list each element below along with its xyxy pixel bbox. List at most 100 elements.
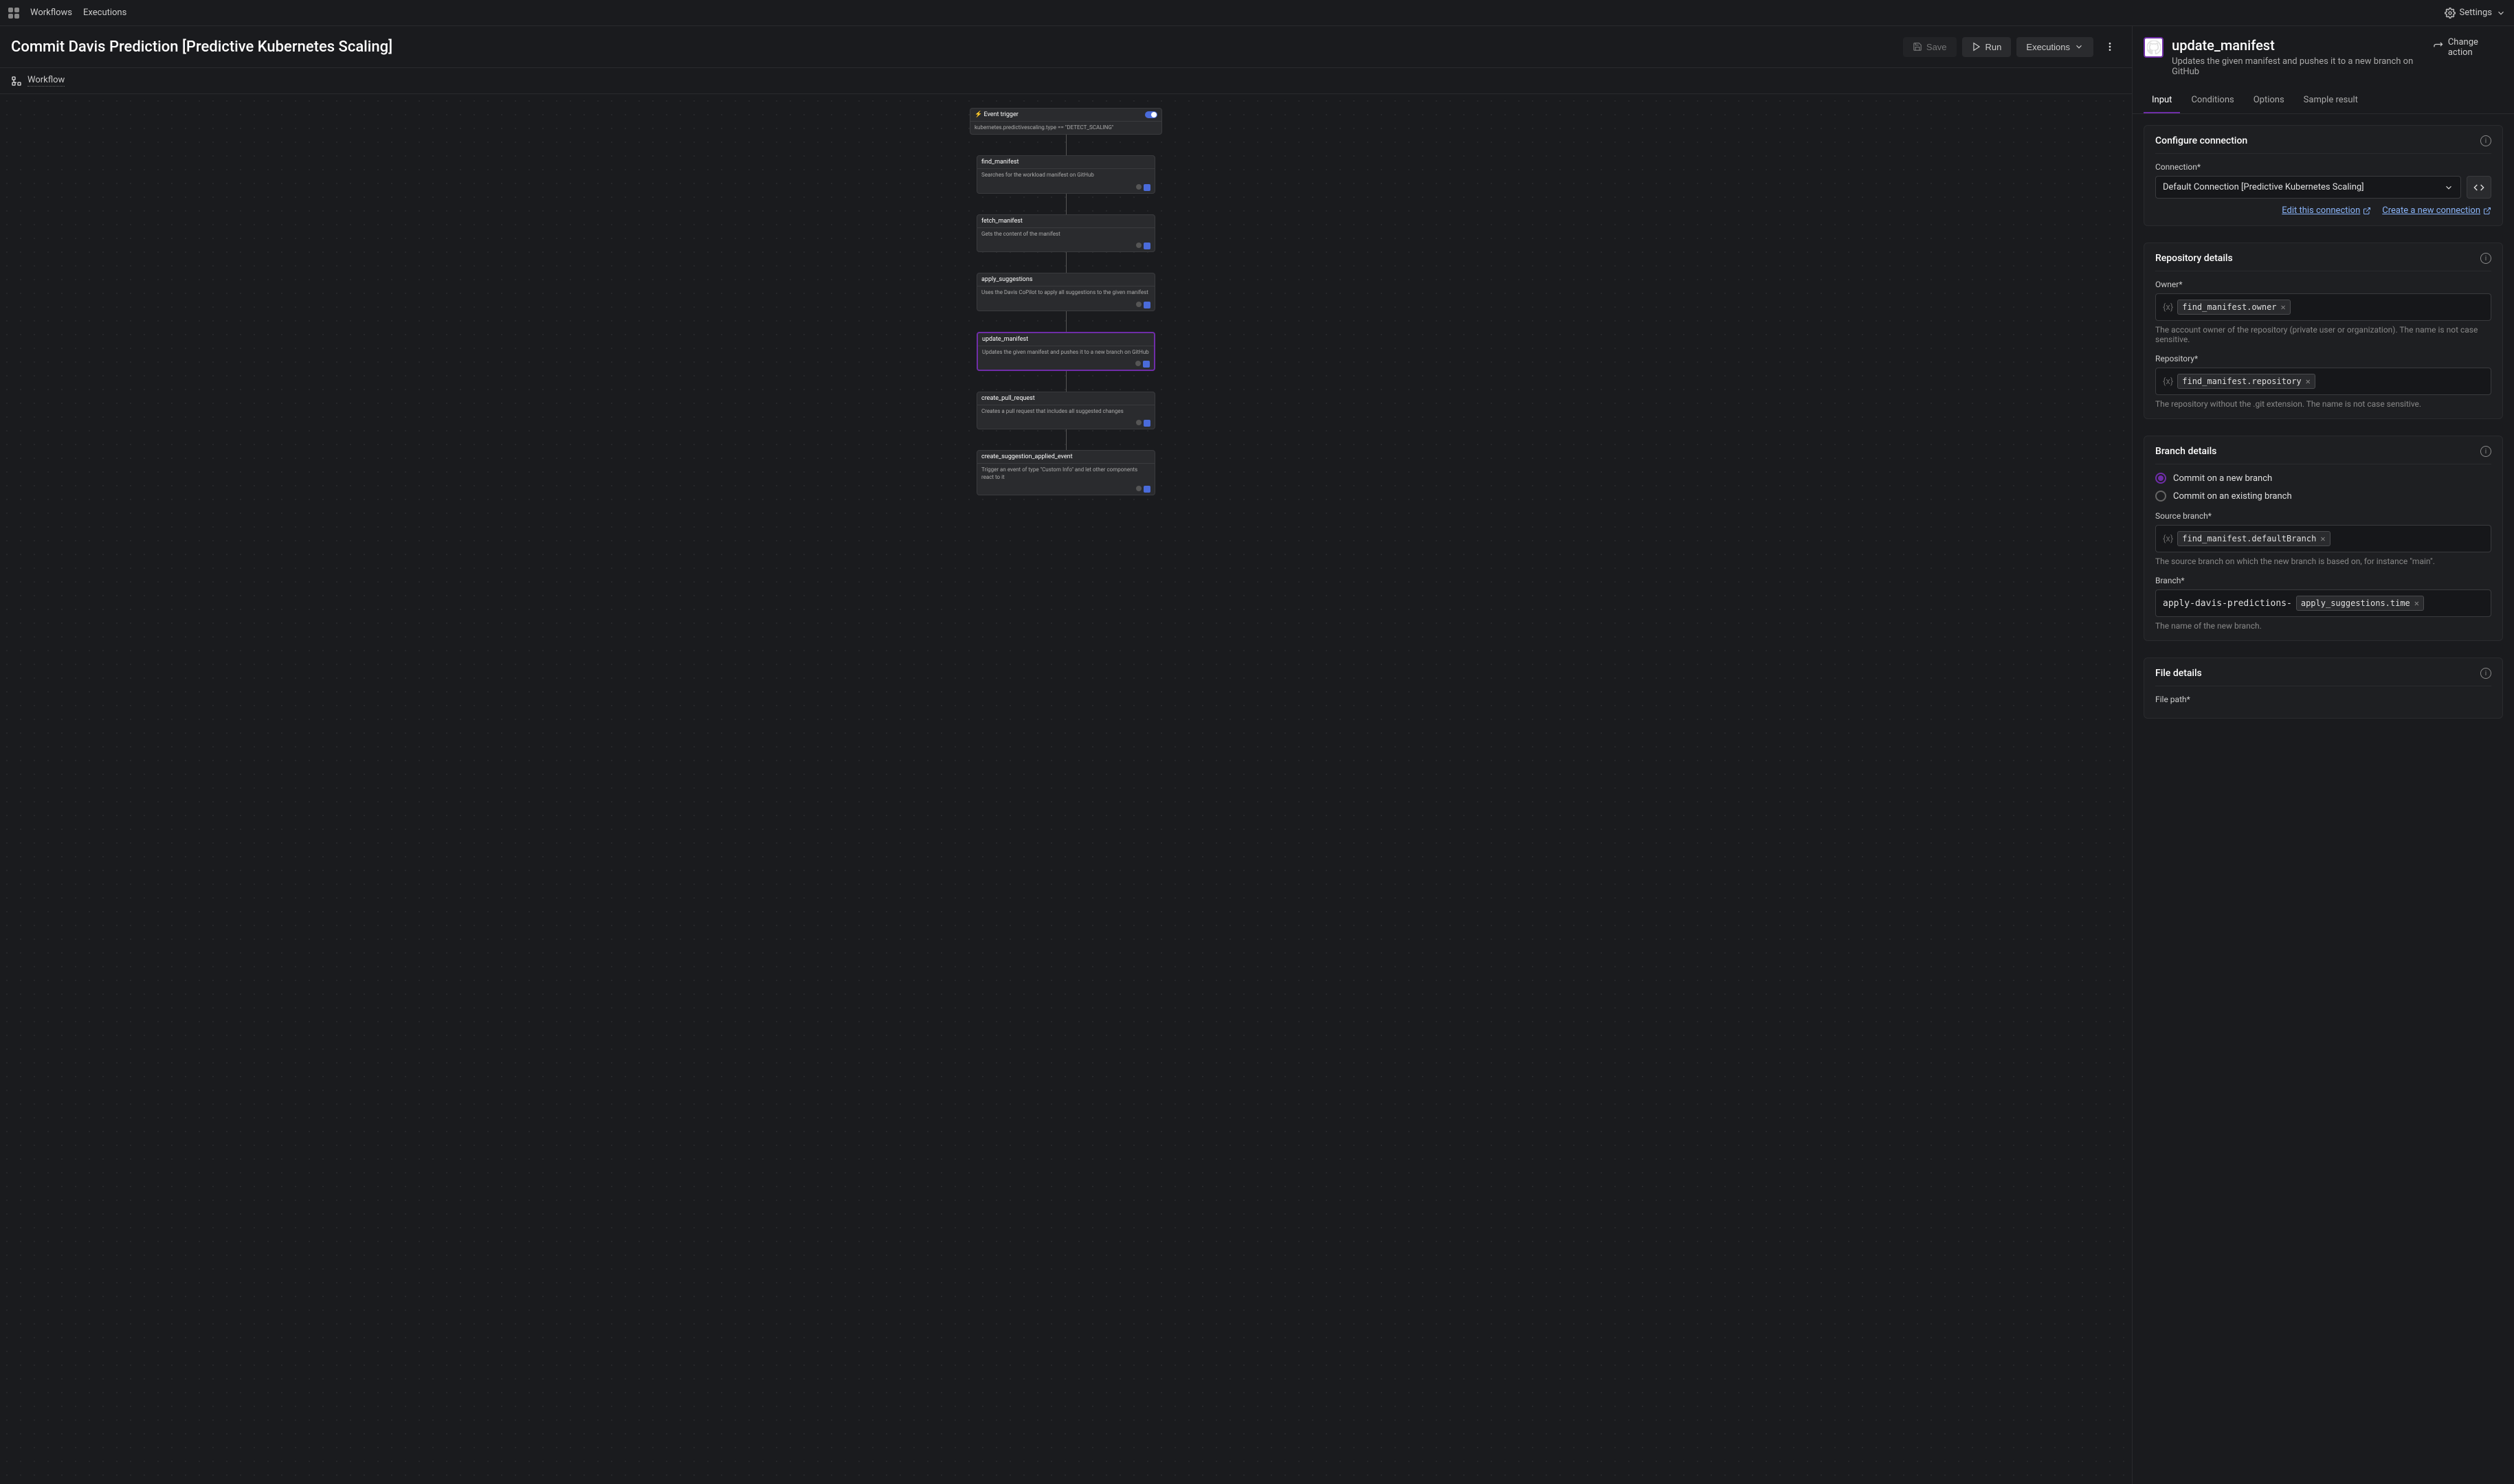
file-path-label: File path* xyxy=(2155,695,2491,704)
branch-prefix: apply-davis-predictions- xyxy=(2163,598,2292,609)
external-link-icon xyxy=(2483,207,2491,215)
tab-options[interactable]: Options xyxy=(2245,88,2293,113)
right-pane: update_manifest Updates the given manife… xyxy=(2133,26,2514,1484)
radio-new-label: Commit on a new branch xyxy=(2173,473,2272,484)
owner-input[interactable]: {x} find_manifest.owner✕ xyxy=(2155,293,2491,321)
tabs: Input Conditions Options Sample result xyxy=(2133,88,2514,114)
run-button[interactable]: Run xyxy=(1962,37,2012,57)
radio-icon xyxy=(2155,473,2166,484)
connection-select[interactable]: Default Connection [Predictive Kubernete… xyxy=(2155,176,2461,199)
chip-remove-icon[interactable]: ✕ xyxy=(2320,534,2325,543)
owner-label: Owner* xyxy=(2155,280,2491,289)
node-apply[interactable]: apply_suggestions Uses the Davis CoPilot… xyxy=(977,273,1155,311)
radio-existing-branch[interactable]: Commit on an existing branch xyxy=(2155,491,2491,502)
workflow-header: Commit Davis Prediction [Predictive Kube… xyxy=(0,26,2132,68)
tab-conditions[interactable]: Conditions xyxy=(2183,88,2242,113)
edit-connection-link[interactable]: Edit this connection xyxy=(2282,205,2371,216)
repo-input[interactable]: {x} find_manifest.repository✕ xyxy=(2155,368,2491,395)
detail-title: update_manifest xyxy=(2172,37,2433,54)
canvas[interactable]: ⚡ Event trigger kubernetes.predictivesca… xyxy=(0,94,2132,1484)
trigger-toggle[interactable] xyxy=(1145,111,1157,118)
branch-name-input[interactable]: apply-davis-predictions- apply_suggestio… xyxy=(2155,589,2491,617)
chip-remove-icon[interactable]: ✕ xyxy=(2281,302,2286,312)
run-label: Run xyxy=(1985,42,2002,52)
branch-radio-group: Commit on a new branch Commit on an exis… xyxy=(2155,473,2491,502)
radio-existing-label: Commit on an existing branch xyxy=(2173,491,2292,502)
gear-icon xyxy=(2445,8,2456,19)
detail-subtitle: Updates the given manifest and pushes it… xyxy=(2172,56,2433,77)
nav-workflows[interactable]: Workflows xyxy=(30,8,72,18)
branch-section-title: Branch details xyxy=(2155,446,2216,457)
topbar: Workflows Executions Settings xyxy=(0,0,2514,26)
section-repository: Repository details i Owner* {x} find_man… xyxy=(2144,243,2503,419)
executions-button[interactable]: Executions xyxy=(2016,37,2093,57)
node-fetch-title: fetch_manifest xyxy=(977,215,1155,228)
info-icon[interactable]: i xyxy=(2480,668,2491,679)
branch-name-chip[interactable]: apply_suggestions.time✕ xyxy=(2296,596,2424,611)
owner-hint: The account owner of the repository (pri… xyxy=(2155,325,2491,344)
info-icon[interactable]: i xyxy=(2480,253,2491,264)
node-trigger[interactable]: ⚡ Event trigger kubernetes.predictivesca… xyxy=(970,108,1162,135)
node-trigger-body: kubernetes.predictivescaling.type == "DE… xyxy=(970,122,1161,134)
workflow-sub: Workflow xyxy=(0,68,2132,94)
section-branch: Branch details i Commit on a new branch … xyxy=(2144,436,2503,641)
save-label: Save xyxy=(1926,42,1947,52)
save-icon xyxy=(1913,42,1922,52)
owner-chip[interactable]: find_manifest.owner✕ xyxy=(2177,300,2291,315)
chevron-down-icon xyxy=(2496,8,2506,18)
source-branch-chip[interactable]: find_manifest.defaultBranch✕ xyxy=(2177,531,2330,546)
tab-input[interactable]: Input xyxy=(2144,88,2180,113)
section-file: File details i File path* xyxy=(2144,657,2503,719)
create-connection-link[interactable]: Create a new connection xyxy=(2382,205,2491,216)
node-event[interactable]: create_suggestion_applied_event Trigger … xyxy=(977,450,1155,495)
radio-icon xyxy=(2155,491,2166,502)
connection-label: Connection* xyxy=(2155,162,2491,172)
tab-sample[interactable]: Sample result xyxy=(2295,88,2366,113)
node-update[interactable]: update_manifest Updates the given manife… xyxy=(977,332,1155,371)
node-find[interactable]: find_manifest Searches for the workload … xyxy=(977,155,1155,193)
repo-label: Repository* xyxy=(2155,354,2491,363)
settings-button[interactable]: Settings xyxy=(2445,8,2506,19)
branch-name-label: Branch* xyxy=(2155,576,2491,585)
workflow-icon xyxy=(11,76,22,87)
node-apply-body: Uses the Davis CoPilot to apply all sugg… xyxy=(977,286,1155,299)
change-action-label: Change action xyxy=(2448,37,2503,58)
branch-name-hint: The name of the new branch. xyxy=(2155,621,2491,631)
more-vertical-icon xyxy=(2104,41,2115,52)
save-button[interactable]: Save xyxy=(1903,37,1957,57)
external-link-icon xyxy=(2363,207,2371,215)
source-branch-hint: The source branch on which the new branc… xyxy=(2155,556,2491,566)
node-update-title: update_manifest xyxy=(978,333,1154,346)
node-pr[interactable]: create_pull_request Creates a pull reque… xyxy=(977,392,1155,429)
detail-header: update_manifest Updates the given manife… xyxy=(2133,26,2514,82)
repo-section-title: Repository details xyxy=(2155,253,2233,264)
nav-executions[interactable]: Executions xyxy=(83,8,126,18)
executions-label: Executions xyxy=(2026,42,2070,52)
node-event-title: create_suggestion_applied_event xyxy=(977,451,1155,464)
more-button[interactable] xyxy=(2099,36,2121,58)
node-fetch[interactable]: fetch_manifest Gets the content of the m… xyxy=(977,214,1155,252)
info-icon[interactable]: i xyxy=(2480,135,2491,146)
settings-label: Settings xyxy=(2460,8,2492,18)
file-section-title: File details xyxy=(2155,668,2202,679)
topbar-left: Workflows Executions xyxy=(8,8,126,19)
chevron-down-icon xyxy=(2444,183,2454,192)
detail-body: Configure connection i Connection* Defau… xyxy=(2133,114,2514,730)
section-connection: Configure connection i Connection* Defau… xyxy=(2144,125,2503,226)
workflow-sub-label[interactable]: Workflow xyxy=(27,75,65,87)
code-icon xyxy=(2473,182,2484,193)
chip-remove-icon[interactable]: ✕ xyxy=(2306,376,2311,386)
connection-section-title: Configure connection xyxy=(2155,135,2247,146)
flow: ⚡ Event trigger kubernetes.predictivesca… xyxy=(977,108,1155,495)
radio-new-branch[interactable]: Commit on a new branch xyxy=(2155,473,2491,484)
change-action-button[interactable]: Change action xyxy=(2433,37,2503,58)
repo-chip[interactable]: find_manifest.repository✕ xyxy=(2177,374,2315,389)
workflow-title: Commit Davis Prediction [Predictive Kube… xyxy=(11,38,392,56)
info-icon[interactable]: i xyxy=(2480,446,2491,457)
apps-icon[interactable] xyxy=(8,8,19,19)
node-apply-title: apply_suggestions xyxy=(977,273,1155,286)
connection-value: Default Connection [Predictive Kubernete… xyxy=(2163,182,2364,192)
chip-remove-icon[interactable]: ✕ xyxy=(2414,598,2419,608)
source-branch-input[interactable]: {x} find_manifest.defaultBranch✕ xyxy=(2155,525,2491,552)
code-button[interactable] xyxy=(2467,176,2491,199)
